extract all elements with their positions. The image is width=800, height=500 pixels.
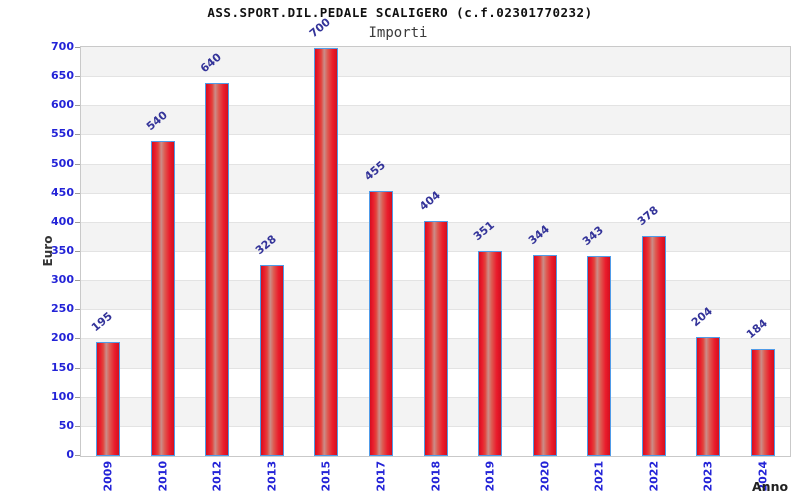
y-tick-mark <box>75 105 80 106</box>
y-tick-mark <box>75 222 80 223</box>
y-tick-label: 200 <box>51 331 74 345</box>
x-tick-label: 2023 <box>701 460 715 492</box>
bar <box>532 255 557 456</box>
x-tick-label: 2021 <box>592 460 606 492</box>
y-tick-mark <box>75 164 80 165</box>
bar <box>205 83 230 456</box>
y-tick-label: 600 <box>51 98 74 112</box>
x-tick-label: 2019 <box>483 460 497 492</box>
bar <box>314 48 339 456</box>
y-tick-label: 0 <box>66 448 74 461</box>
y-tick-mark <box>75 251 80 252</box>
y-tick-mark <box>75 193 80 194</box>
gridline <box>81 164 790 165</box>
bar <box>96 342 121 456</box>
background-band <box>81 105 790 135</box>
gridline <box>81 134 790 135</box>
x-tick-label: 2022 <box>647 460 661 492</box>
y-tick-label: 400 <box>51 214 74 228</box>
y-tick-mark <box>75 368 80 369</box>
y-tick-label: 300 <box>51 273 74 287</box>
x-tick-label: 2015 <box>319 460 333 492</box>
y-tick-mark <box>75 338 80 339</box>
plot-area: 195 540 640 328 700 455 404 351 344 343 378 204 184 <box>80 16 791 457</box>
y-tick-label: 150 <box>51 360 74 374</box>
x-axis-title: Anno <box>752 479 789 494</box>
bar <box>368 191 393 456</box>
background-band <box>81 47 790 77</box>
bar <box>696 337 721 456</box>
bar <box>587 256 612 456</box>
y-tick-label: 500 <box>51 156 74 170</box>
bar <box>750 349 775 456</box>
bar <box>423 221 448 456</box>
y-tick-mark <box>75 309 80 310</box>
gridline <box>81 105 790 106</box>
y-tick-mark <box>75 134 80 135</box>
y-tick-label: 50 <box>58 418 74 432</box>
y-tick-label: 350 <box>51 244 74 257</box>
y-tick-mark <box>75 280 80 281</box>
x-tick-label: 2018 <box>429 460 442 492</box>
y-tick-label: 450 <box>51 185 74 199</box>
bar <box>150 141 175 456</box>
bar <box>259 265 284 456</box>
y-tick-mark <box>75 76 80 77</box>
y-tick-label: 650 <box>51 69 74 83</box>
gridline <box>81 193 790 194</box>
background-band <box>81 163 790 193</box>
x-tick-label: 2013 <box>265 460 279 492</box>
y-axis-title: Euro <box>41 235 55 267</box>
bar-value-label: 195 <box>89 309 116 335</box>
x-tick-label: 2017 <box>374 460 388 492</box>
x-tick-label: 2012 <box>210 460 224 492</box>
chart-title: ASS.SPORT.DIL.PEDALE SCALIGERO (c.f.0230… <box>207 5 593 20</box>
y-tick-label: 100 <box>51 389 74 403</box>
y-tick-mark <box>75 397 80 398</box>
y-tick-mark <box>75 47 80 48</box>
y-tick-label: 700 <box>51 40 74 53</box>
gridline <box>81 76 790 77</box>
y-tick-mark <box>75 455 80 456</box>
y-tick-mark <box>75 426 80 427</box>
x-tick-label: 2009 <box>101 460 115 492</box>
x-tick-label: 2020 <box>538 460 552 492</box>
bar <box>478 251 503 456</box>
chart-subtitle: Importi <box>368 25 428 41</box>
bar <box>641 236 666 456</box>
x-tick-label: 2010 <box>156 460 170 492</box>
y-tick-label: 550 <box>51 127 74 141</box>
y-tick-label: 250 <box>51 302 74 316</box>
